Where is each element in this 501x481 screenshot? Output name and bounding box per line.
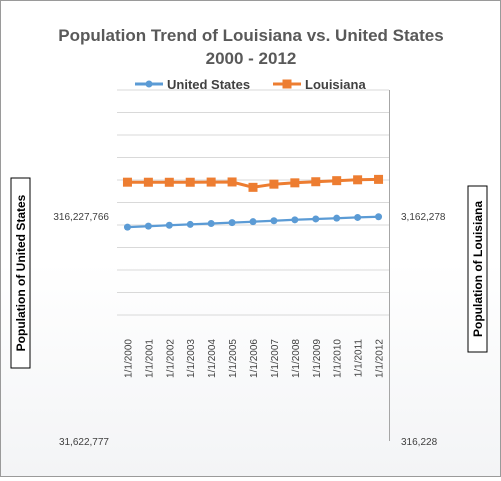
x-tick-label: 1/1/2012 — [375, 339, 386, 378]
y-right-tick-label: 316,228 — [401, 437, 438, 448]
data-point — [375, 213, 383, 221]
data-point — [249, 218, 257, 226]
legend-label: United States — [167, 77, 250, 92]
x-tick-label: 1/1/2009 — [312, 339, 323, 378]
series-louisiana — [122, 174, 384, 192]
x-tick-label: 1/1/2006 — [249, 339, 260, 378]
x-tick-label: 1/1/2010 — [333, 339, 344, 378]
data-point — [123, 223, 131, 231]
legend-marker — [145, 80, 153, 88]
data-point — [248, 182, 258, 192]
legend-item: United States — [135, 77, 250, 92]
data-point — [228, 219, 236, 227]
legend-label: Louisiana — [305, 77, 366, 92]
left-axis-title-box: Population of United States — [10, 177, 31, 369]
right-axis-title-box: Population of Louisiana — [467, 185, 488, 353]
data-point — [206, 177, 216, 187]
data-point — [227, 177, 237, 187]
y-left-tick-label: 316,227,766 — [53, 212, 109, 223]
x-tick-label: 1/1/2007 — [270, 339, 281, 378]
data-point — [374, 174, 384, 184]
series-united-states — [123, 213, 383, 231]
data-point — [143, 177, 153, 187]
chart-title: Population Trend of Louisiana vs. United… — [58, 26, 443, 45]
data-point — [312, 215, 320, 223]
x-tick-label: 1/1/2011 — [354, 339, 365, 378]
y-left-axis-title: Population of United States — [14, 194, 28, 351]
x-tick-label: 1/1/2001 — [144, 339, 155, 378]
right-axis-title-border — [467, 185, 488, 353]
data-point — [144, 222, 152, 230]
data-point — [186, 220, 194, 228]
legend: United States Louisiana — [135, 77, 366, 92]
data-point — [207, 220, 215, 228]
data-point — [122, 177, 132, 187]
data-point — [311, 177, 321, 187]
series — [122, 174, 384, 231]
data-point — [291, 216, 299, 224]
data-point — [333, 214, 341, 222]
data-point — [332, 176, 342, 186]
x-tick-label: 1/1/2005 — [228, 339, 239, 378]
x-tick-label: 1/1/2008 — [291, 339, 302, 378]
data-point — [270, 217, 278, 225]
y-right-tick-label: 3,162,278 — [401, 212, 446, 223]
data-point — [165, 221, 173, 229]
x-tick-label: 1/1/2000 — [123, 339, 134, 378]
left-axis-title-border — [10, 177, 31, 369]
data-point — [353, 175, 363, 185]
gridlines — [117, 89, 389, 316]
tick-labels: 31,622,777 316,227,766 316,228 3,162,278 — [53, 212, 446, 448]
data-point — [290, 178, 300, 188]
data-point — [185, 177, 195, 187]
x-tick-label: 1/1/2003 — [186, 339, 197, 378]
data-point — [164, 177, 174, 187]
x-tick-label: 1/1/2002 — [165, 339, 176, 378]
x-tick-labels: 1/1/2000 1/1/2001 1/1/2002 1/1/2003 1/1/2004… — [123, 339, 385, 378]
data-point — [354, 213, 362, 221]
legend-item: Louisiana — [273, 77, 366, 92]
legend-marker — [282, 79, 292, 89]
data-point — [269, 179, 279, 189]
x-tick-label: 1/1/2004 — [207, 339, 218, 378]
y-right-axis-title: Population of Louisiana — [471, 201, 485, 337]
y-left-tick-label: 31,622,777 — [59, 437, 109, 448]
chart-subtitle: 2000 - 2012 — [206, 49, 297, 68]
